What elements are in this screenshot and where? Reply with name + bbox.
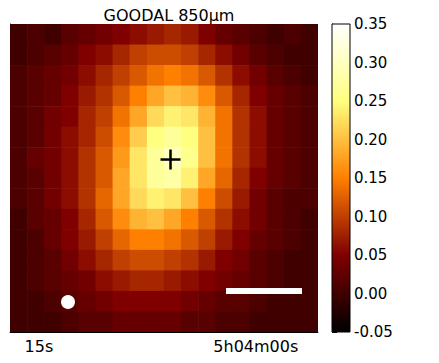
svg-text:5h04m00s: 5h04m00s xyxy=(213,337,298,356)
svg-text:0.10: 0.10 xyxy=(354,208,387,226)
svg-text:0.15: 0.15 xyxy=(354,169,387,187)
svg-text:0.00: 0.00 xyxy=(354,285,387,303)
svg-text:0.05: 0.05 xyxy=(354,246,387,264)
svg-text:-0.05: -0.05 xyxy=(354,323,393,341)
svg-text:0.30: 0.30 xyxy=(354,54,387,72)
svg-text:0.35: 0.35 xyxy=(354,15,387,33)
svg-text:GOODAL 850μm: GOODAL 850μm xyxy=(104,6,235,25)
svg-text:15s: 15s xyxy=(25,337,54,356)
svg-text:0.25: 0.25 xyxy=(354,92,387,110)
svg-text:0.20: 0.20 xyxy=(354,131,387,149)
